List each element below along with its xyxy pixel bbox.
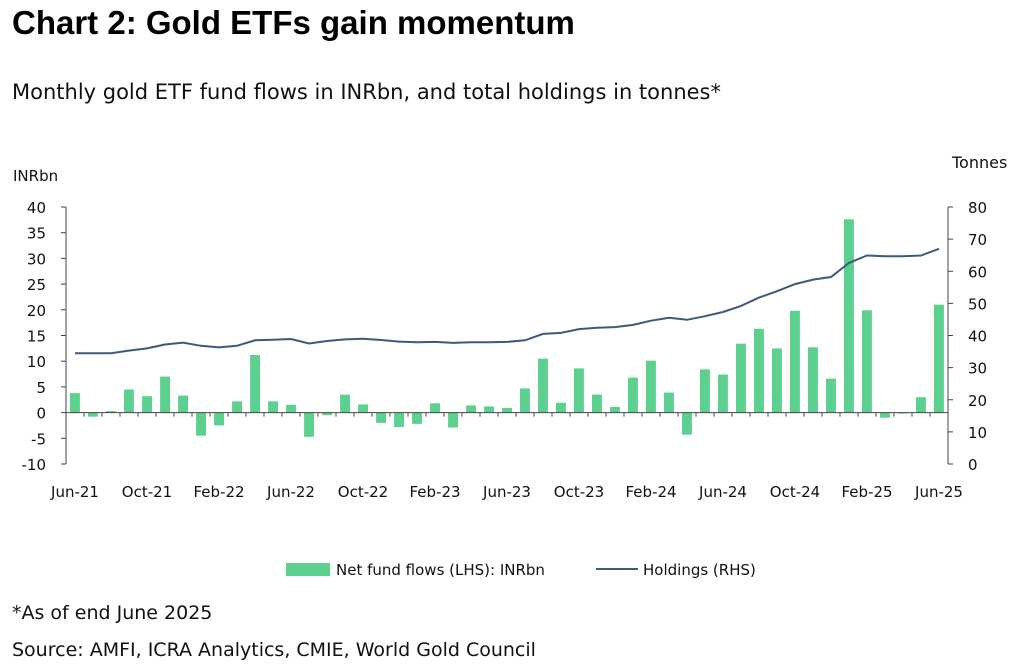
bar bbox=[574, 368, 584, 413]
bar bbox=[790, 310, 800, 413]
bar bbox=[844, 219, 854, 413]
x-tick-label: Oct-21 bbox=[122, 483, 172, 501]
x-tick-label: Oct-24 bbox=[770, 483, 820, 501]
holdings-line bbox=[75, 247, 940, 355]
right-tick-label: 20 bbox=[968, 392, 987, 410]
bar bbox=[430, 403, 440, 413]
bar bbox=[646, 360, 656, 413]
right-tick-label: 30 bbox=[968, 360, 987, 378]
left-tick-label: 25 bbox=[27, 276, 46, 294]
x-tick-label: Jun-21 bbox=[50, 483, 99, 501]
legend-label-net-fund-flows: Net fund flows (LHS): INRbn bbox=[336, 561, 545, 579]
axes bbox=[61, 206, 953, 465]
bar bbox=[448, 412, 458, 428]
bar bbox=[916, 397, 926, 413]
y-axis-label-right: Tonnes bbox=[951, 153, 1007, 172]
right-tick-label: 40 bbox=[968, 328, 987, 346]
bar bbox=[178, 395, 188, 413]
bar bbox=[772, 348, 782, 413]
bar bbox=[286, 404, 296, 413]
x-tick-label: Feb-23 bbox=[409, 483, 460, 501]
bar bbox=[106, 411, 116, 413]
bar bbox=[88, 412, 98, 417]
chart-area: 4035302520151050-5-1080706050403020100Ju… bbox=[13, 153, 1007, 579]
bar bbox=[232, 401, 242, 413]
bar bbox=[556, 402, 566, 413]
bar bbox=[718, 374, 728, 413]
bar bbox=[700, 369, 710, 413]
left-tick-label: 15 bbox=[27, 328, 46, 346]
bar bbox=[880, 412, 890, 418]
bar bbox=[358, 404, 368, 413]
y-axis-label-left: INRbn bbox=[13, 167, 58, 185]
bar bbox=[826, 378, 836, 413]
bar bbox=[322, 412, 332, 416]
bar bbox=[592, 394, 602, 413]
bar bbox=[142, 396, 152, 413]
bar bbox=[394, 412, 404, 427]
bar bbox=[664, 392, 674, 413]
x-tick-label: Jun-23 bbox=[482, 483, 531, 501]
bar bbox=[628, 377, 638, 413]
right-tick-label: 10 bbox=[968, 424, 987, 442]
bar bbox=[304, 412, 314, 437]
left-tick-label: 0 bbox=[36, 405, 46, 423]
chart-title: Chart 2: Gold ETFs gain momentum bbox=[12, 4, 575, 41]
x-tick-label: Jun-25 bbox=[914, 483, 963, 501]
bar bbox=[862, 310, 872, 413]
bar bbox=[250, 355, 260, 413]
bar bbox=[736, 343, 746, 413]
bar bbox=[214, 412, 224, 426]
bar bbox=[520, 388, 530, 413]
bar bbox=[466, 405, 476, 413]
legend-label-holdings: Holdings (RHS) bbox=[643, 561, 756, 579]
footnote: *As of end June 2025 bbox=[12, 602, 213, 624]
bar bbox=[682, 412, 692, 435]
bar bbox=[196, 412, 206, 436]
bar bbox=[808, 347, 818, 413]
left-tick-label: 20 bbox=[27, 302, 46, 320]
left-tick-label: -10 bbox=[22, 456, 47, 474]
bar bbox=[268, 401, 278, 413]
bar bbox=[340, 394, 350, 413]
legend-swatch-net-fund-flows bbox=[286, 563, 330, 576]
left-tick-label: 40 bbox=[27, 199, 46, 217]
tick-labels: 4035302520151050-5-1080706050403020100Ju… bbox=[22, 199, 988, 501]
x-tick-label: Oct-23 bbox=[554, 483, 604, 501]
right-tick-label: 50 bbox=[968, 295, 987, 313]
bar bbox=[160, 376, 170, 413]
left-tick-label: 10 bbox=[27, 353, 46, 371]
right-tick-label: 0 bbox=[968, 456, 978, 474]
x-tick-label: Feb-25 bbox=[841, 483, 892, 501]
bar-series bbox=[70, 219, 944, 437]
left-tick-label: 5 bbox=[36, 379, 46, 397]
legend: Net fund flows (LHS): INRbn Holdings (RH… bbox=[286, 561, 756, 579]
x-tick-label: Feb-22 bbox=[193, 483, 244, 501]
left-tick-label: 35 bbox=[27, 225, 46, 243]
left-tick-label: 30 bbox=[27, 250, 46, 268]
bar bbox=[610, 406, 620, 413]
bar bbox=[124, 389, 134, 413]
bar bbox=[412, 412, 422, 424]
source-note: Source: AMFI, ICRA Analytics, CMIE, Worl… bbox=[12, 639, 536, 661]
bar bbox=[376, 412, 386, 423]
x-tick-label: Oct-22 bbox=[338, 483, 388, 501]
right-tick-label: 60 bbox=[968, 263, 987, 281]
left-tick-label: -5 bbox=[31, 430, 46, 448]
x-tick-label: Jun-24 bbox=[698, 483, 747, 501]
chart-subtitle: Monthly gold ETF fund flows in INRbn, an… bbox=[12, 80, 721, 104]
right-tick-label: 70 bbox=[968, 231, 987, 249]
bar bbox=[754, 328, 764, 413]
x-tick-label: Feb-24 bbox=[625, 483, 676, 501]
x-tick-label: Jun-22 bbox=[266, 483, 315, 501]
bar bbox=[538, 358, 548, 413]
bar bbox=[934, 304, 944, 413]
bar bbox=[70, 393, 80, 413]
bar bbox=[502, 408, 512, 413]
right-tick-label: 80 bbox=[968, 199, 987, 217]
bar bbox=[484, 406, 494, 413]
